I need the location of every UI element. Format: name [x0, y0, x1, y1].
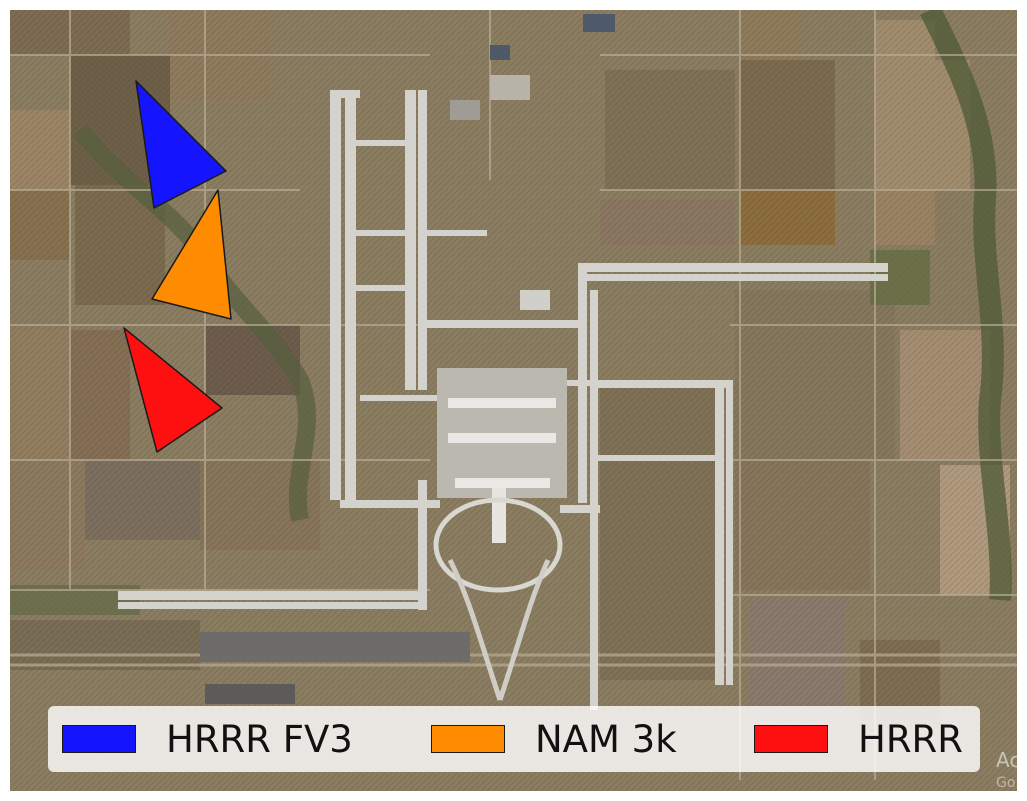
legend-swatch-nam-3k: [431, 725, 505, 753]
model-markers: [123, 80, 232, 453]
terminal-complex: [200, 14, 615, 704]
legend-item-hrrr: HRRR: [754, 706, 963, 772]
hrrr-fv3-marker-triangle-icon: [135, 80, 227, 209]
runways: [118, 90, 888, 710]
satellite-map: [10, 10, 1017, 791]
legend-swatch-hrrr-fv3: [62, 725, 136, 753]
watermark-text: Act: [996, 748, 1017, 772]
legend-swatch-hrrr: [754, 725, 828, 753]
map-frame: Act Go: [10, 10, 1017, 791]
legend-label-nam-3k: NAM 3k: [535, 717, 677, 761]
watermark-subtext: Go: [996, 775, 1016, 791]
legend: HRRR FV3 NAM 3k HRRR: [48, 706, 980, 772]
legend-label-hrrr: HRRR: [858, 717, 963, 761]
hrrr-marker-triangle-icon: [123, 327, 223, 453]
legend-item-nam-3k: NAM 3k: [431, 706, 677, 772]
legend-item-hrrr-fv3: HRRR FV3: [62, 706, 353, 772]
legend-label-hrrr-fv3: HRRR FV3: [166, 717, 353, 761]
nam-3k-marker-triangle-icon: [151, 189, 232, 320]
vegetation: [10, 10, 1012, 615]
